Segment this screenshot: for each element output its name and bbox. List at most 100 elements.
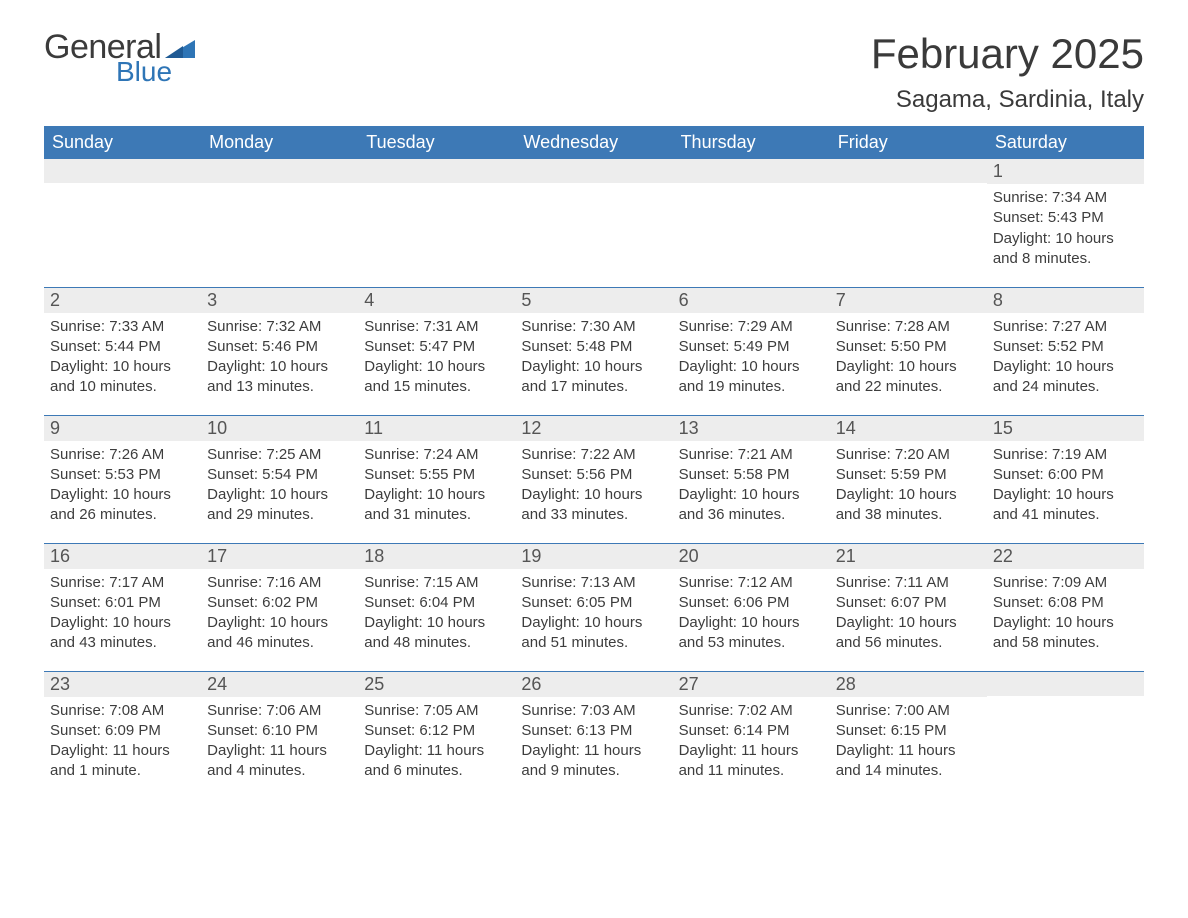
day-header: Monday xyxy=(201,126,358,159)
calendar-cell: 19Sunrise: 7:13 AMSunset: 6:05 PMDayligh… xyxy=(515,543,672,671)
day-info: Sunrise: 7:17 AMSunset: 6:01 PMDaylight:… xyxy=(44,569,201,666)
day-info: Sunrise: 7:09 AMSunset: 6:08 PMDaylight:… xyxy=(987,569,1144,666)
sunrise-text: Sunrise: 7:13 AM xyxy=(521,573,666,593)
day-number: 4 xyxy=(358,288,515,313)
day-number xyxy=(830,159,987,183)
day-number: 24 xyxy=(201,672,358,697)
day-number: 12 xyxy=(515,416,672,441)
sunset-text: Sunset: 6:07 PM xyxy=(836,593,981,613)
day-number: 14 xyxy=(830,416,987,441)
sunrise-text: Sunrise: 7:00 AM xyxy=(836,701,981,721)
sunset-text: Sunset: 5:48 PM xyxy=(521,337,666,357)
sunrise-text: Sunrise: 7:11 AM xyxy=(836,573,981,593)
calendar-cell: 8Sunrise: 7:27 AMSunset: 5:52 PMDaylight… xyxy=(987,287,1144,415)
day-info: Sunrise: 7:16 AMSunset: 6:02 PMDaylight:… xyxy=(201,569,358,666)
day-info: Sunrise: 7:08 AMSunset: 6:09 PMDaylight:… xyxy=(44,697,201,794)
calendar-cell: 23Sunrise: 7:08 AMSunset: 6:09 PMDayligh… xyxy=(44,671,201,799)
day-info: Sunrise: 7:19 AMSunset: 6:00 PMDaylight:… xyxy=(987,441,1144,538)
sunrise-text: Sunrise: 7:28 AM xyxy=(836,317,981,337)
sunset-text: Sunset: 6:04 PM xyxy=(364,593,509,613)
calendar-week-row: 23Sunrise: 7:08 AMSunset: 6:09 PMDayligh… xyxy=(44,671,1144,799)
daylight-text: Daylight: 10 hours and 33 minutes. xyxy=(521,485,666,526)
day-number: 19 xyxy=(515,544,672,569)
calendar-cell xyxy=(673,159,830,287)
logo-flag-icon xyxy=(165,36,195,58)
daylight-text: Daylight: 10 hours and 10 minutes. xyxy=(50,357,195,398)
calendar-table: Sunday Monday Tuesday Wednesday Thursday… xyxy=(44,126,1144,799)
sunrise-text: Sunrise: 7:06 AM xyxy=(207,701,352,721)
calendar-week-row: 1Sunrise: 7:34 AMSunset: 5:43 PMDaylight… xyxy=(44,159,1144,287)
day-header: Tuesday xyxy=(358,126,515,159)
daylight-text: Daylight: 10 hours and 46 minutes. xyxy=(207,613,352,654)
calendar-cell: 10Sunrise: 7:25 AMSunset: 5:54 PMDayligh… xyxy=(201,415,358,543)
sunset-text: Sunset: 5:46 PM xyxy=(207,337,352,357)
daylight-text: Daylight: 10 hours and 8 minutes. xyxy=(993,229,1138,270)
day-info: Sunrise: 7:27 AMSunset: 5:52 PMDaylight:… xyxy=(987,313,1144,410)
sunset-text: Sunset: 6:05 PM xyxy=(521,593,666,613)
day-number: 3 xyxy=(201,288,358,313)
calendar-cell: 6Sunrise: 7:29 AMSunset: 5:49 PMDaylight… xyxy=(673,287,830,415)
calendar-cell: 5Sunrise: 7:30 AMSunset: 5:48 PMDaylight… xyxy=(515,287,672,415)
sunrise-text: Sunrise: 7:34 AM xyxy=(993,188,1138,208)
day-number: 23 xyxy=(44,672,201,697)
day-info: Sunrise: 7:34 AMSunset: 5:43 PMDaylight:… xyxy=(987,184,1144,281)
day-number: 11 xyxy=(358,416,515,441)
day-number: 22 xyxy=(987,544,1144,569)
calendar-week-row: 9Sunrise: 7:26 AMSunset: 5:53 PMDaylight… xyxy=(44,415,1144,543)
day-info: Sunrise: 7:30 AMSunset: 5:48 PMDaylight:… xyxy=(515,313,672,410)
calendar-cell: 9Sunrise: 7:26 AMSunset: 5:53 PMDaylight… xyxy=(44,415,201,543)
day-number xyxy=(44,159,201,183)
daylight-text: Daylight: 10 hours and 15 minutes. xyxy=(364,357,509,398)
sunset-text: Sunset: 5:43 PM xyxy=(993,208,1138,228)
day-header: Thursday xyxy=(673,126,830,159)
calendar-cell: 26Sunrise: 7:03 AMSunset: 6:13 PMDayligh… xyxy=(515,671,672,799)
calendar-cell: 4Sunrise: 7:31 AMSunset: 5:47 PMDaylight… xyxy=(358,287,515,415)
calendar-cell xyxy=(201,159,358,287)
day-header: Sunday xyxy=(44,126,201,159)
day-number: 9 xyxy=(44,416,201,441)
calendar-cell: 18Sunrise: 7:15 AMSunset: 6:04 PMDayligh… xyxy=(358,543,515,671)
calendar-cell: 25Sunrise: 7:05 AMSunset: 6:12 PMDayligh… xyxy=(358,671,515,799)
sunset-text: Sunset: 6:10 PM xyxy=(207,721,352,741)
day-info: Sunrise: 7:32 AMSunset: 5:46 PMDaylight:… xyxy=(201,313,358,410)
title-block: February 2025 Sagama, Sardinia, Italy xyxy=(871,30,1144,114)
day-number: 26 xyxy=(515,672,672,697)
daylight-text: Daylight: 11 hours and 6 minutes. xyxy=(364,741,509,782)
day-number: 15 xyxy=(987,416,1144,441)
daylight-text: Daylight: 10 hours and 53 minutes. xyxy=(679,613,824,654)
day-header-row: Sunday Monday Tuesday Wednesday Thursday… xyxy=(44,126,1144,159)
sunrise-text: Sunrise: 7:09 AM xyxy=(993,573,1138,593)
calendar-cell: 22Sunrise: 7:09 AMSunset: 6:08 PMDayligh… xyxy=(987,543,1144,671)
day-number: 6 xyxy=(673,288,830,313)
day-number: 25 xyxy=(358,672,515,697)
daylight-text: Daylight: 10 hours and 19 minutes. xyxy=(679,357,824,398)
daylight-text: Daylight: 10 hours and 29 minutes. xyxy=(207,485,352,526)
sunset-text: Sunset: 6:15 PM xyxy=(836,721,981,741)
sunset-text: Sunset: 5:52 PM xyxy=(993,337,1138,357)
sunrise-text: Sunrise: 7:31 AM xyxy=(364,317,509,337)
day-header: Wednesday xyxy=(515,126,672,159)
day-info: Sunrise: 7:24 AMSunset: 5:55 PMDaylight:… xyxy=(358,441,515,538)
day-number: 7 xyxy=(830,288,987,313)
sunrise-text: Sunrise: 7:21 AM xyxy=(679,445,824,465)
day-info: Sunrise: 7:33 AMSunset: 5:44 PMDaylight:… xyxy=(44,313,201,410)
sunset-text: Sunset: 6:14 PM xyxy=(679,721,824,741)
sunset-text: Sunset: 5:44 PM xyxy=(50,337,195,357)
day-header: Saturday xyxy=(987,126,1144,159)
daylight-text: Daylight: 10 hours and 17 minutes. xyxy=(521,357,666,398)
sunset-text: Sunset: 6:12 PM xyxy=(364,721,509,741)
calendar-cell: 15Sunrise: 7:19 AMSunset: 6:00 PMDayligh… xyxy=(987,415,1144,543)
day-info: Sunrise: 7:20 AMSunset: 5:59 PMDaylight:… xyxy=(830,441,987,538)
sunset-text: Sunset: 5:54 PM xyxy=(207,465,352,485)
daylight-text: Daylight: 11 hours and 1 minute. xyxy=(50,741,195,782)
calendar-week-row: 2Sunrise: 7:33 AMSunset: 5:44 PMDaylight… xyxy=(44,287,1144,415)
header: General Blue February 2025 Sagama, Sardi… xyxy=(44,30,1144,114)
calendar-cell: 14Sunrise: 7:20 AMSunset: 5:59 PMDayligh… xyxy=(830,415,987,543)
sunrise-text: Sunrise: 7:29 AM xyxy=(679,317,824,337)
sunset-text: Sunset: 5:50 PM xyxy=(836,337,981,357)
day-info: Sunrise: 7:29 AMSunset: 5:49 PMDaylight:… xyxy=(673,313,830,410)
calendar-cell: 1Sunrise: 7:34 AMSunset: 5:43 PMDaylight… xyxy=(987,159,1144,287)
sunrise-text: Sunrise: 7:08 AM xyxy=(50,701,195,721)
sunrise-text: Sunrise: 7:27 AM xyxy=(993,317,1138,337)
day-info: Sunrise: 7:22 AMSunset: 5:56 PMDaylight:… xyxy=(515,441,672,538)
